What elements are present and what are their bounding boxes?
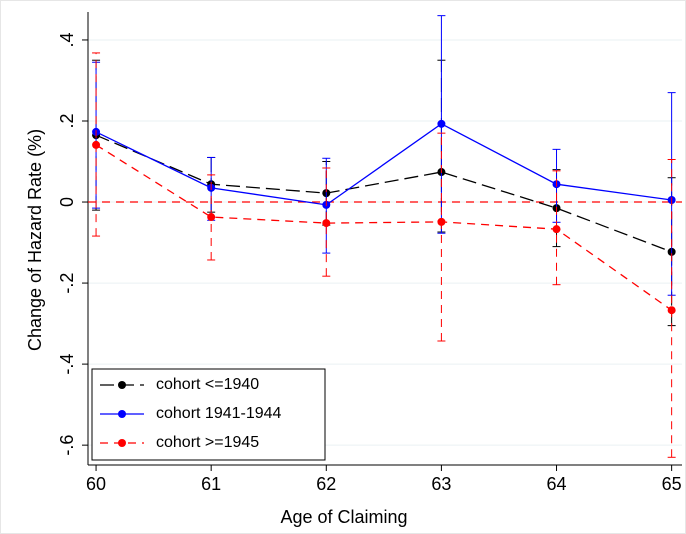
x-tick-label: 65: [662, 474, 682, 494]
legend-marker: [118, 410, 126, 418]
y-tick-label: 0: [57, 197, 77, 207]
point: [437, 217, 446, 226]
legend-label: cohort 1941-1944: [156, 405, 282, 422]
point: [322, 219, 331, 228]
error-bar: [667, 158, 676, 458]
x-tick-label: 61: [201, 474, 221, 494]
x-tick-label: 60: [86, 474, 106, 494]
point: [437, 119, 446, 128]
point: [92, 140, 101, 149]
y-axis-label: Change of Hazard Rate (%): [25, 129, 45, 351]
series-line: [95, 144, 673, 311]
y-tick-label: .2: [57, 113, 77, 128]
error-bar: [322, 167, 331, 277]
series-line: [95, 134, 672, 253]
x-tick-label: 62: [316, 474, 336, 494]
x-tick-label: 64: [547, 474, 567, 494]
error-bar: [667, 92, 676, 296]
x-tick-label: 63: [431, 474, 451, 494]
x-axis-label: Age of Claiming: [280, 507, 407, 527]
y-tick-label: -.6: [57, 435, 77, 456]
point: [667, 306, 676, 315]
y-tick-label: -.4: [57, 354, 77, 375]
legend-label: cohort >=1945: [156, 434, 259, 451]
error-bar: [437, 132, 446, 342]
point: [552, 225, 561, 234]
legend-marker: [118, 381, 126, 389]
legend-marker: [118, 439, 126, 447]
y-tick-label: .4: [57, 32, 77, 47]
point: [207, 213, 216, 222]
series-line: [95, 123, 672, 206]
legend-label: cohort <=1940: [156, 376, 259, 393]
y-tick-label: -.2: [57, 273, 77, 294]
